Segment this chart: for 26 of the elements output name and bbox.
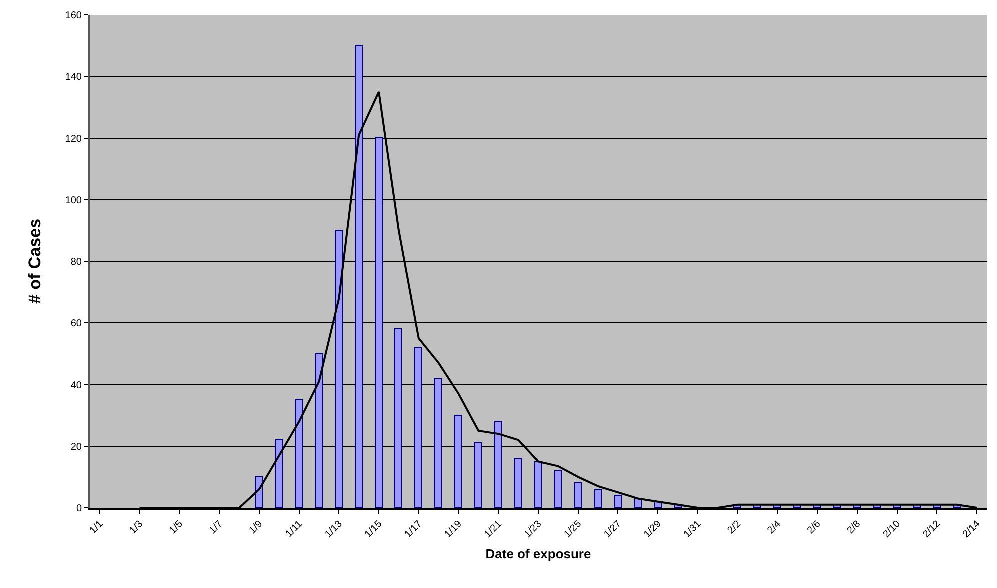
x-tick-label: 1/19 bbox=[442, 518, 465, 540]
y-tick-label: 80 bbox=[70, 257, 82, 268]
x-tick-label: 1/5 bbox=[168, 518, 186, 536]
x-tick-label: 1/31 bbox=[682, 518, 704, 540]
y-tick-label: 0 bbox=[76, 504, 82, 514]
x-tick-label: 1/1 bbox=[88, 518, 106, 536]
y-tick-label: 20 bbox=[70, 442, 82, 453]
x-tick-label: 1/7 bbox=[208, 518, 226, 536]
x-tick-label: 1/9 bbox=[247, 518, 266, 536]
x-tick-label: 1/3 bbox=[128, 518, 146, 536]
y-tick-label: 140 bbox=[65, 72, 82, 84]
x-tick-label: 2/2 bbox=[726, 518, 744, 536]
x-tick-label: 2/6 bbox=[806, 518, 824, 536]
y-tick-label: 100 bbox=[65, 195, 82, 206]
y-tick-label: 160 bbox=[65, 10, 82, 22]
x-tick-label: 2/8 bbox=[845, 518, 864, 536]
x-tick-label: 2/4 bbox=[766, 518, 784, 536]
x-tick-label: 1/29 bbox=[642, 518, 664, 540]
x-axis-title: Date of exposure bbox=[486, 546, 592, 562]
y-tick-label: 60 bbox=[70, 318, 82, 330]
y-tick-label: 120 bbox=[65, 134, 82, 145]
x-tick-label: 1/11 bbox=[284, 518, 306, 540]
y-tick-label: 40 bbox=[70, 380, 82, 392]
x-tick-label: 1/13 bbox=[323, 518, 346, 540]
x-tick-label: 1/21 bbox=[482, 518, 505, 540]
y-axis-title: # of Cases bbox=[25, 218, 44, 304]
